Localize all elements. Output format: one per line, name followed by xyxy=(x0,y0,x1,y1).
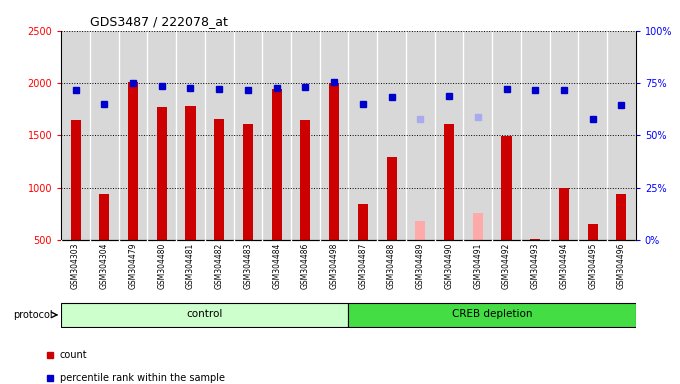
Bar xyxy=(358,204,368,240)
Bar xyxy=(71,120,81,240)
Text: CREB depletion: CREB depletion xyxy=(452,310,532,319)
Text: GSM304482: GSM304482 xyxy=(215,243,224,289)
Bar xyxy=(99,194,109,240)
Bar xyxy=(578,31,607,240)
Bar xyxy=(473,213,483,240)
Bar xyxy=(186,106,196,240)
Bar xyxy=(463,31,492,240)
Bar xyxy=(521,31,549,240)
Text: GSM304489: GSM304489 xyxy=(416,243,425,290)
Bar xyxy=(329,83,339,240)
Bar xyxy=(444,124,454,240)
Text: GSM304491: GSM304491 xyxy=(473,243,482,290)
Bar xyxy=(320,31,348,240)
Text: GSM304486: GSM304486 xyxy=(301,243,310,290)
Bar xyxy=(501,136,511,240)
Bar xyxy=(549,31,578,240)
Text: GDS3487 / 222078_at: GDS3487 / 222078_at xyxy=(90,15,228,28)
Text: GSM304481: GSM304481 xyxy=(186,243,195,289)
Text: GSM304494: GSM304494 xyxy=(560,243,568,290)
Text: GSM304479: GSM304479 xyxy=(129,243,137,290)
Bar xyxy=(616,194,626,240)
Text: percentile rank within the sample: percentile rank within the sample xyxy=(60,373,224,383)
Text: GSM304488: GSM304488 xyxy=(387,243,396,289)
Bar xyxy=(205,31,233,240)
Bar xyxy=(128,82,138,240)
Bar xyxy=(348,303,636,327)
Bar xyxy=(348,31,377,240)
Bar xyxy=(607,31,636,240)
Text: protocol: protocol xyxy=(14,310,53,320)
Bar xyxy=(118,31,148,240)
Bar xyxy=(377,31,406,240)
Text: GSM304483: GSM304483 xyxy=(243,243,252,290)
Text: count: count xyxy=(60,350,87,360)
Text: GSM304496: GSM304496 xyxy=(617,243,626,290)
Text: GSM304484: GSM304484 xyxy=(272,243,281,290)
Bar xyxy=(262,31,291,240)
Bar xyxy=(301,120,311,240)
Bar xyxy=(61,303,348,327)
Bar xyxy=(588,224,598,240)
Bar xyxy=(406,31,435,240)
Bar xyxy=(415,221,426,240)
Text: GSM304490: GSM304490 xyxy=(445,243,454,290)
Text: GSM304303: GSM304303 xyxy=(71,243,80,290)
Bar xyxy=(243,124,253,240)
Text: control: control xyxy=(187,310,223,319)
Bar xyxy=(386,157,396,240)
Text: GSM304487: GSM304487 xyxy=(358,243,367,290)
Bar xyxy=(214,119,224,240)
Bar xyxy=(559,188,569,240)
Text: GSM304495: GSM304495 xyxy=(588,243,597,290)
Bar xyxy=(148,31,176,240)
Text: GSM304498: GSM304498 xyxy=(330,243,339,290)
Bar xyxy=(156,107,167,240)
Bar xyxy=(492,31,521,240)
Text: GSM304492: GSM304492 xyxy=(502,243,511,290)
Text: GSM304493: GSM304493 xyxy=(531,243,540,290)
Bar xyxy=(90,31,118,240)
Bar xyxy=(271,89,282,240)
Bar xyxy=(530,239,541,240)
Bar xyxy=(233,31,262,240)
Bar xyxy=(291,31,320,240)
Bar xyxy=(435,31,463,240)
Bar xyxy=(176,31,205,240)
Text: GSM304480: GSM304480 xyxy=(157,243,166,290)
Text: GSM304304: GSM304304 xyxy=(100,243,109,290)
Bar xyxy=(61,31,90,240)
